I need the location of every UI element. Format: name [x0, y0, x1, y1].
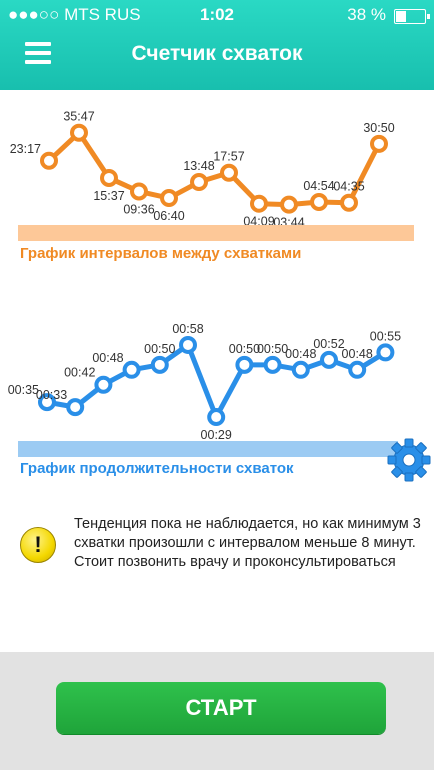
- interval-chart-caption: График интервалов между схватками: [20, 245, 302, 262]
- intervals-point: [130, 182, 148, 201]
- durations-point: [320, 350, 338, 369]
- durations-point: [38, 393, 56, 412]
- intervals-label: 30:50: [363, 121, 394, 135]
- durations-point: [263, 355, 282, 374]
- durations-label: 00:50: [144, 342, 175, 356]
- clock: 1:02: [199, 5, 235, 24]
- intervals-point: [70, 123, 88, 142]
- durations-label: 00:33: [36, 388, 67, 402]
- interval-chart-band: [18, 225, 414, 241]
- durations-point: [207, 408, 226, 427]
- intervals-point: [190, 173, 208, 192]
- battery-icon: [394, 9, 430, 24]
- top-bar: ●●●○○ MTS RUS 1:02 38 % Счетчик схваток: [0, 0, 434, 90]
- durations-point: [376, 343, 395, 362]
- intervals-label: 04:09: [243, 215, 274, 225]
- durations-point: [150, 355, 169, 374]
- durations-point: [348, 360, 367, 379]
- intervals-label: 15:37: [93, 189, 124, 203]
- durations-label: 00:50: [257, 342, 288, 356]
- durations-point: [235, 355, 254, 374]
- durations-point: [291, 360, 310, 379]
- intervals-point: [40, 151, 58, 170]
- notice-text: Тенденция пока не наблюдается, но как ми…: [74, 516, 421, 570]
- duration-chart-band: [18, 441, 398, 457]
- duration-chart-caption: График продолжительности схваток: [20, 460, 294, 477]
- intervals-point: [100, 168, 118, 187]
- carrier-label: ●●●○○ MTS RUS: [8, 5, 141, 24]
- durations-label: 00:55: [370, 329, 401, 343]
- durations-label: 00:48: [342, 347, 373, 361]
- intervals-point: [370, 134, 388, 153]
- intervals-label: 04:35: [333, 180, 364, 194]
- durations-point: [122, 360, 141, 379]
- durations-label: 00:58: [172, 322, 203, 336]
- durations-label: 00:29: [201, 428, 232, 442]
- durations-point: [94, 375, 113, 394]
- intervals-label: 23:17: [10, 142, 41, 156]
- durations-label: 00:52: [313, 337, 344, 351]
- durations-point: [179, 335, 197, 354]
- intervals-label: 17:57: [213, 150, 244, 164]
- gear-icon[interactable]: [386, 437, 432, 483]
- intervals-point: [160, 189, 178, 208]
- durations-label: 00:35: [8, 383, 39, 397]
- warning-icon: !: [20, 527, 56, 563]
- intervals-label: 09:36: [123, 202, 154, 216]
- battery-percent: 38 %: [347, 5, 386, 24]
- intervals-point: [220, 163, 238, 182]
- durations-point: [66, 398, 85, 417]
- menu-icon[interactable]: [25, 42, 51, 64]
- page-title: Счетчик схваток: [131, 42, 303, 65]
- durations-label: 00:50: [229, 342, 260, 356]
- intervals-point: [310, 193, 328, 212]
- intervals-label: 06:40: [153, 209, 184, 223]
- intervals-label: 04:54: [303, 179, 334, 193]
- interval-chart: 23:17 35:47 15:37 09:36 06:40 13:48 17:57 04:09…: [0, 95, 434, 230]
- start-button[interactable]: СТАРТ: [56, 682, 386, 734]
- intervals-label: 03:44: [273, 216, 304, 225]
- durations-label: 00:48: [92, 351, 123, 365]
- intervals-point: [250, 194, 268, 213]
- intervals-point: [280, 195, 298, 214]
- intervals-point: [340, 193, 358, 212]
- duration-chart: 00:35 00:33 00:42 00:48 00:50 00:58 00:29 00:50…: [0, 305, 434, 445]
- durations-label: 00:42: [64, 366, 95, 380]
- status-bar: ●●●○○ MTS RUS 1:02 38 %: [0, 0, 434, 30]
- intervals-label: 13:48: [183, 159, 214, 173]
- intervals-label: 35:47: [63, 110, 94, 124]
- duration-chart-svg: 00:3500:3300:4200:4800:5000:5800:2900:50…: [8, 322, 401, 442]
- durations-label: 00:48: [285, 347, 316, 361]
